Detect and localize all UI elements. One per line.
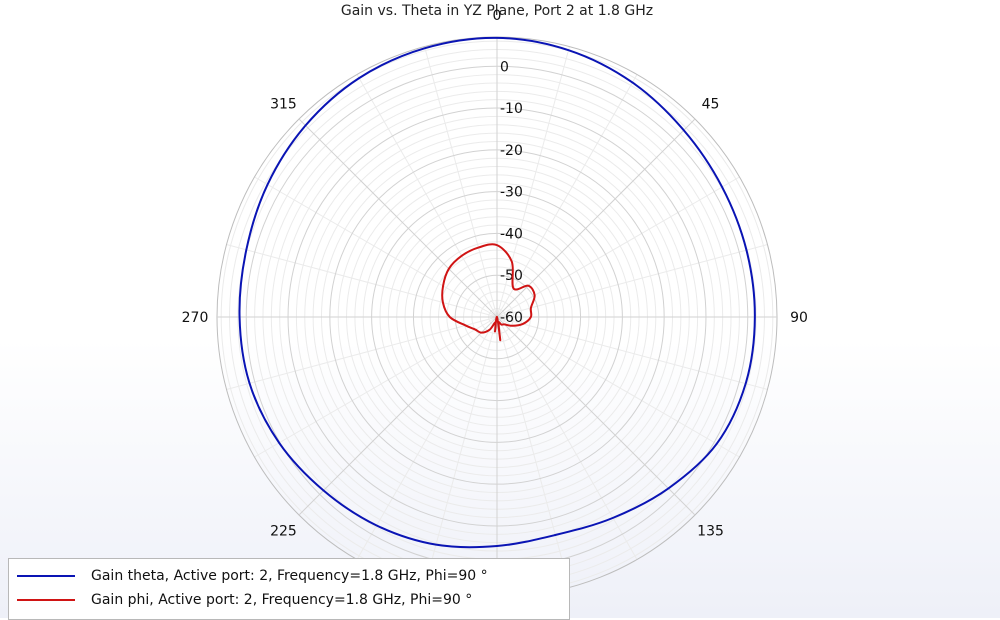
legend-label-gain-phi: Gain phi, Active port: 2, Frequency=1.8 … [91,592,473,608]
angle-tick-label: 45 [702,96,720,112]
series-layer [238,36,756,549]
radial-tick-label: -60 [500,310,523,326]
major-grid-spoke [496,118,696,318]
minor-grid-spoke [356,74,498,318]
series-line-1 [441,243,536,342]
major-grid [216,36,778,598]
minor-grid-spoke [424,46,498,318]
minor-grid-spoke [254,316,498,458]
angle-tick-label: 270 [182,310,209,326]
minor-grid-spoke [496,316,768,390]
legend-swatch-gain-theta [17,575,75,577]
minor-grid-spoke [496,316,638,560]
legend-item-gain-phi: Gain phi, Active port: 2, Frequency=1.8 … [17,590,472,610]
radial-tick-label: -20 [500,143,523,159]
minor-grid-spoke [496,316,740,458]
legend-label-gain-theta: Gain theta, Active port: 2, Frequency=1.… [91,568,488,584]
minor-grid-spoke [424,316,498,588]
angle-tick-label: 0 [493,8,502,24]
minor-grid-spoke [254,176,498,318]
angle-tick-label: 225 [270,524,297,540]
minor-grid-spoke [496,244,768,318]
angle-tick-label: 315 [270,96,297,112]
angle-tick-label: 90 [790,310,808,326]
radial-tick-label: -40 [500,226,523,242]
radial-tick-labels: 0 -10 -20 -30 -40 -50 -60 [500,59,523,326]
major-grid-spoke [496,316,696,516]
minor-grid-spoke [496,176,740,318]
minor-grid-spoke [226,316,498,390]
radial-tick-label: -50 [500,268,523,284]
legend-item-gain-theta: Gain theta, Active port: 2, Frequency=1.… [17,566,488,586]
minor-grid-spoke [356,316,498,560]
legend: Gain theta, Active port: 2, Frequency=1.… [8,558,570,620]
radial-tick-label: -30 [500,185,523,201]
angle-tick-label: 135 [697,524,724,540]
series-line-0 [238,36,756,549]
minor-grid-spoke [226,244,498,318]
major-grid-spoke [298,118,498,318]
chart-title: Gain vs. Theta in YZ Plane, Port 2 at 1.… [341,3,653,19]
minor-grid-spoke [496,74,638,318]
legend-swatch-gain-phi [17,599,75,601]
minor-grid-spoke [496,46,570,318]
radial-tick-label: -10 [500,101,523,117]
minor-grid-spoke [496,316,570,588]
major-grid-spoke [298,316,498,516]
radial-tick-label: 0 [500,59,509,75]
